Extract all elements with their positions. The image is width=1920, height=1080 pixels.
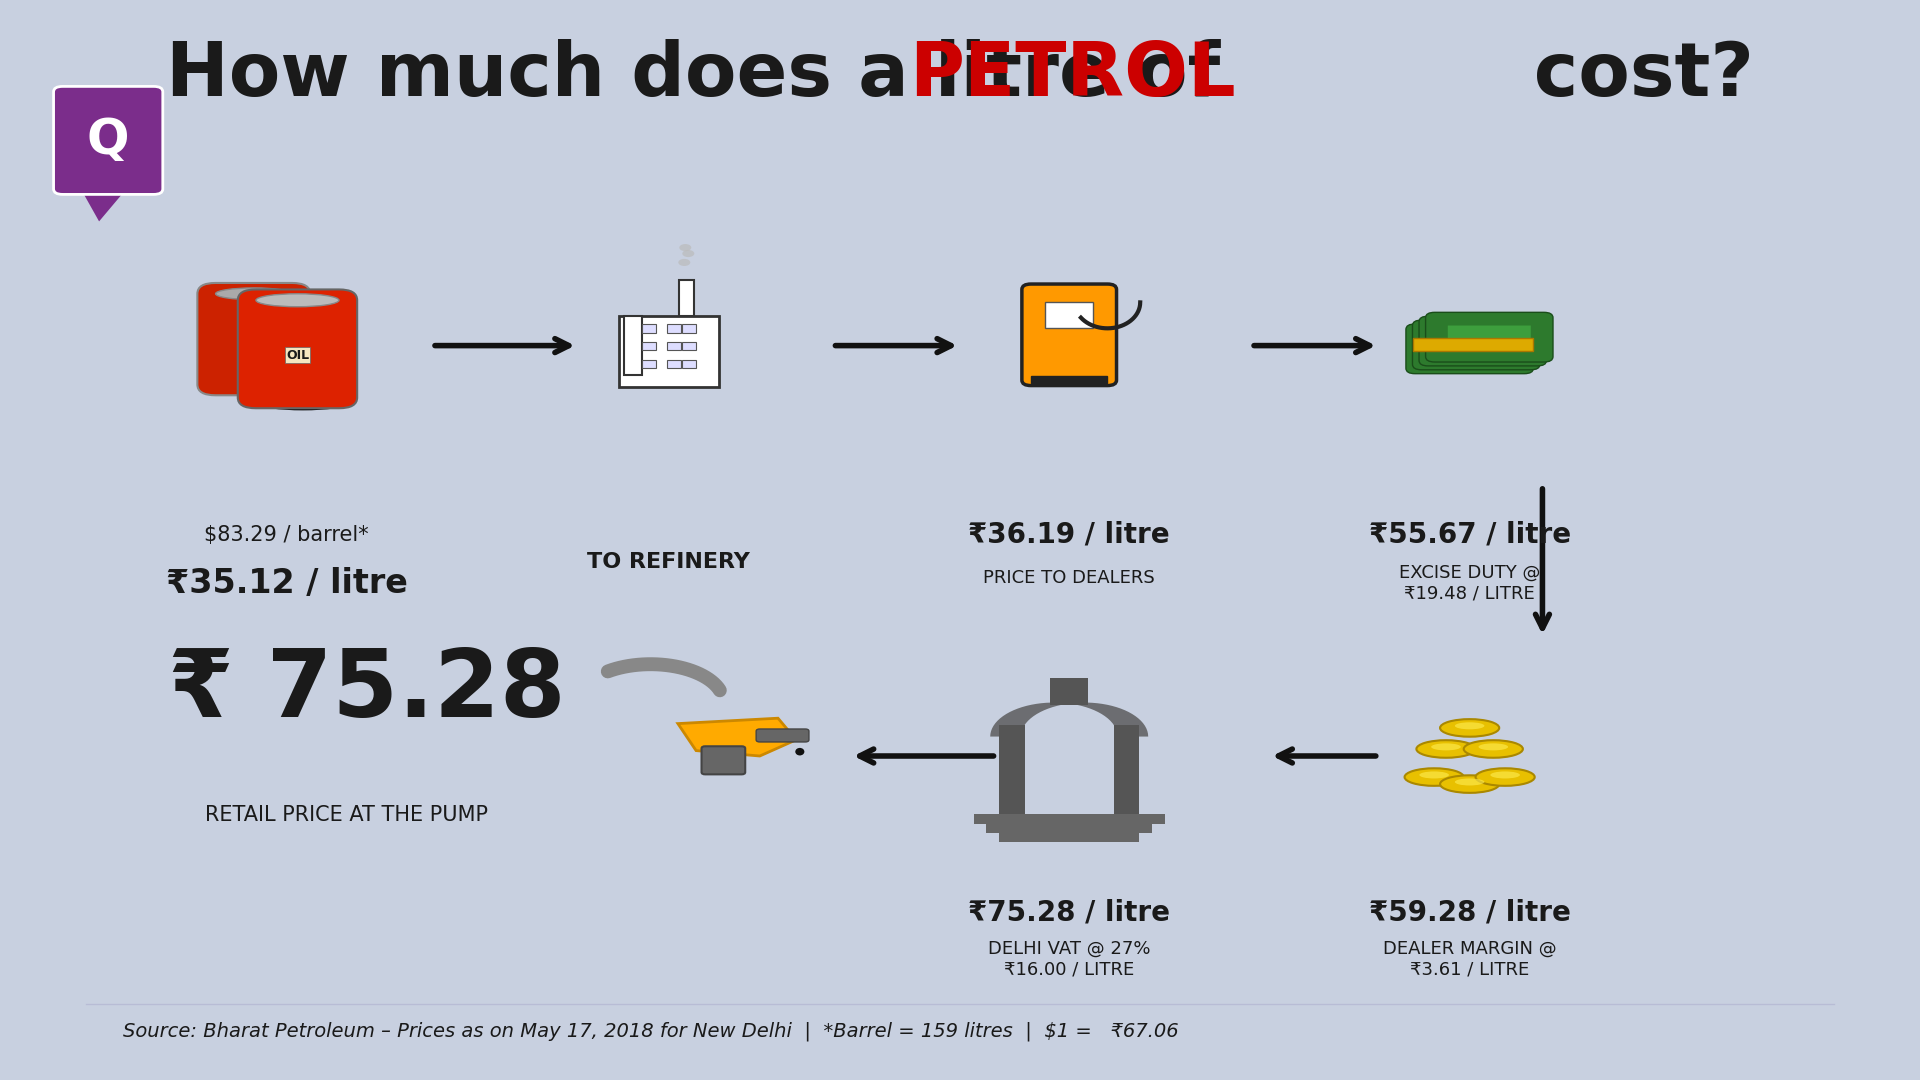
FancyBboxPatch shape — [682, 360, 695, 368]
Ellipse shape — [1490, 771, 1521, 779]
FancyBboxPatch shape — [238, 289, 357, 408]
Text: OIL: OIL — [286, 349, 309, 362]
FancyBboxPatch shape — [682, 342, 695, 350]
Ellipse shape — [215, 288, 292, 299]
Ellipse shape — [259, 397, 348, 410]
FancyBboxPatch shape — [666, 324, 682, 333]
Ellipse shape — [1417, 740, 1476, 758]
FancyBboxPatch shape — [973, 814, 1165, 823]
Text: ₹35.12 / litre: ₹35.12 / litre — [165, 567, 407, 599]
Text: EXCISE DUTY @
₹19.48 / LITRE: EXCISE DUTY @ ₹19.48 / LITRE — [1400, 564, 1540, 603]
Ellipse shape — [255, 294, 340, 307]
Ellipse shape — [682, 249, 695, 257]
FancyBboxPatch shape — [1114, 726, 1139, 823]
FancyBboxPatch shape — [666, 342, 682, 350]
Text: ₹55.67 / litre: ₹55.67 / litre — [1369, 521, 1571, 549]
Ellipse shape — [795, 747, 804, 756]
Ellipse shape — [678, 259, 691, 266]
FancyBboxPatch shape — [1021, 284, 1117, 386]
Ellipse shape — [1478, 743, 1507, 751]
Text: ₹59.28 / litre: ₹59.28 / litre — [1369, 899, 1571, 927]
FancyBboxPatch shape — [624, 315, 641, 375]
FancyBboxPatch shape — [1425, 312, 1553, 362]
FancyBboxPatch shape — [1428, 337, 1511, 360]
Polygon shape — [678, 718, 797, 756]
FancyBboxPatch shape — [998, 833, 1139, 841]
FancyBboxPatch shape — [1031, 376, 1108, 383]
FancyBboxPatch shape — [682, 324, 695, 333]
Text: ₹ 75.28: ₹ 75.28 — [169, 645, 566, 738]
Text: How much does a litre of            cost?: How much does a litre of cost? — [165, 39, 1755, 112]
Ellipse shape — [1419, 771, 1450, 779]
FancyBboxPatch shape — [1044, 302, 1092, 328]
Polygon shape — [1037, 744, 1100, 767]
Ellipse shape — [1455, 779, 1484, 785]
FancyBboxPatch shape — [1442, 329, 1524, 352]
FancyBboxPatch shape — [1413, 338, 1532, 351]
FancyBboxPatch shape — [680, 280, 693, 315]
FancyBboxPatch shape — [998, 726, 1025, 823]
Polygon shape — [81, 189, 127, 221]
FancyBboxPatch shape — [1413, 320, 1540, 369]
Text: TO REFINERY: TO REFINERY — [588, 552, 751, 571]
FancyBboxPatch shape — [198, 283, 311, 395]
Ellipse shape — [1463, 740, 1523, 758]
FancyBboxPatch shape — [641, 342, 657, 350]
FancyBboxPatch shape — [756, 729, 808, 742]
Text: PETROL: PETROL — [910, 39, 1236, 112]
Ellipse shape — [1430, 743, 1461, 751]
FancyBboxPatch shape — [987, 824, 1152, 833]
Ellipse shape — [1455, 723, 1484, 729]
Ellipse shape — [1440, 719, 1500, 737]
Text: RETAIL PRICE AT THE PUMP: RETAIL PRICE AT THE PUMP — [205, 806, 488, 825]
FancyBboxPatch shape — [1434, 334, 1517, 356]
Text: Q: Q — [86, 117, 129, 164]
FancyBboxPatch shape — [1405, 324, 1534, 374]
Text: ₹75.28 / litre: ₹75.28 / litre — [968, 899, 1169, 927]
Ellipse shape — [1405, 768, 1463, 786]
Ellipse shape — [1476, 768, 1534, 786]
FancyBboxPatch shape — [641, 324, 657, 333]
FancyBboxPatch shape — [1419, 316, 1546, 366]
FancyBboxPatch shape — [1448, 325, 1530, 348]
FancyBboxPatch shape — [641, 360, 657, 368]
Ellipse shape — [1440, 775, 1500, 793]
FancyBboxPatch shape — [701, 746, 745, 774]
Ellipse shape — [680, 244, 691, 252]
FancyBboxPatch shape — [1050, 678, 1089, 705]
FancyBboxPatch shape — [987, 820, 1152, 832]
Text: DEALER MARGIN @
₹3.61 / LITRE: DEALER MARGIN @ ₹3.61 / LITRE — [1382, 940, 1557, 978]
Text: PRICE TO DEALERS: PRICE TO DEALERS — [983, 569, 1156, 586]
Text: ₹36.19 / litre: ₹36.19 / litre — [968, 521, 1169, 549]
Text: DELHI VAT @ 27%
₹16.00 / LITRE: DELHI VAT @ 27% ₹16.00 / LITRE — [989, 940, 1150, 978]
FancyBboxPatch shape — [54, 86, 163, 194]
Text: Source: Bharat Petroleum – Prices as on May 17, 2018 for New Delhi  |  *Barrel =: Source: Bharat Petroleum – Prices as on … — [123, 1022, 1179, 1041]
FancyBboxPatch shape — [666, 360, 682, 368]
FancyBboxPatch shape — [618, 315, 718, 387]
Text: $83.29 / barrel*: $83.29 / barrel* — [204, 525, 369, 544]
